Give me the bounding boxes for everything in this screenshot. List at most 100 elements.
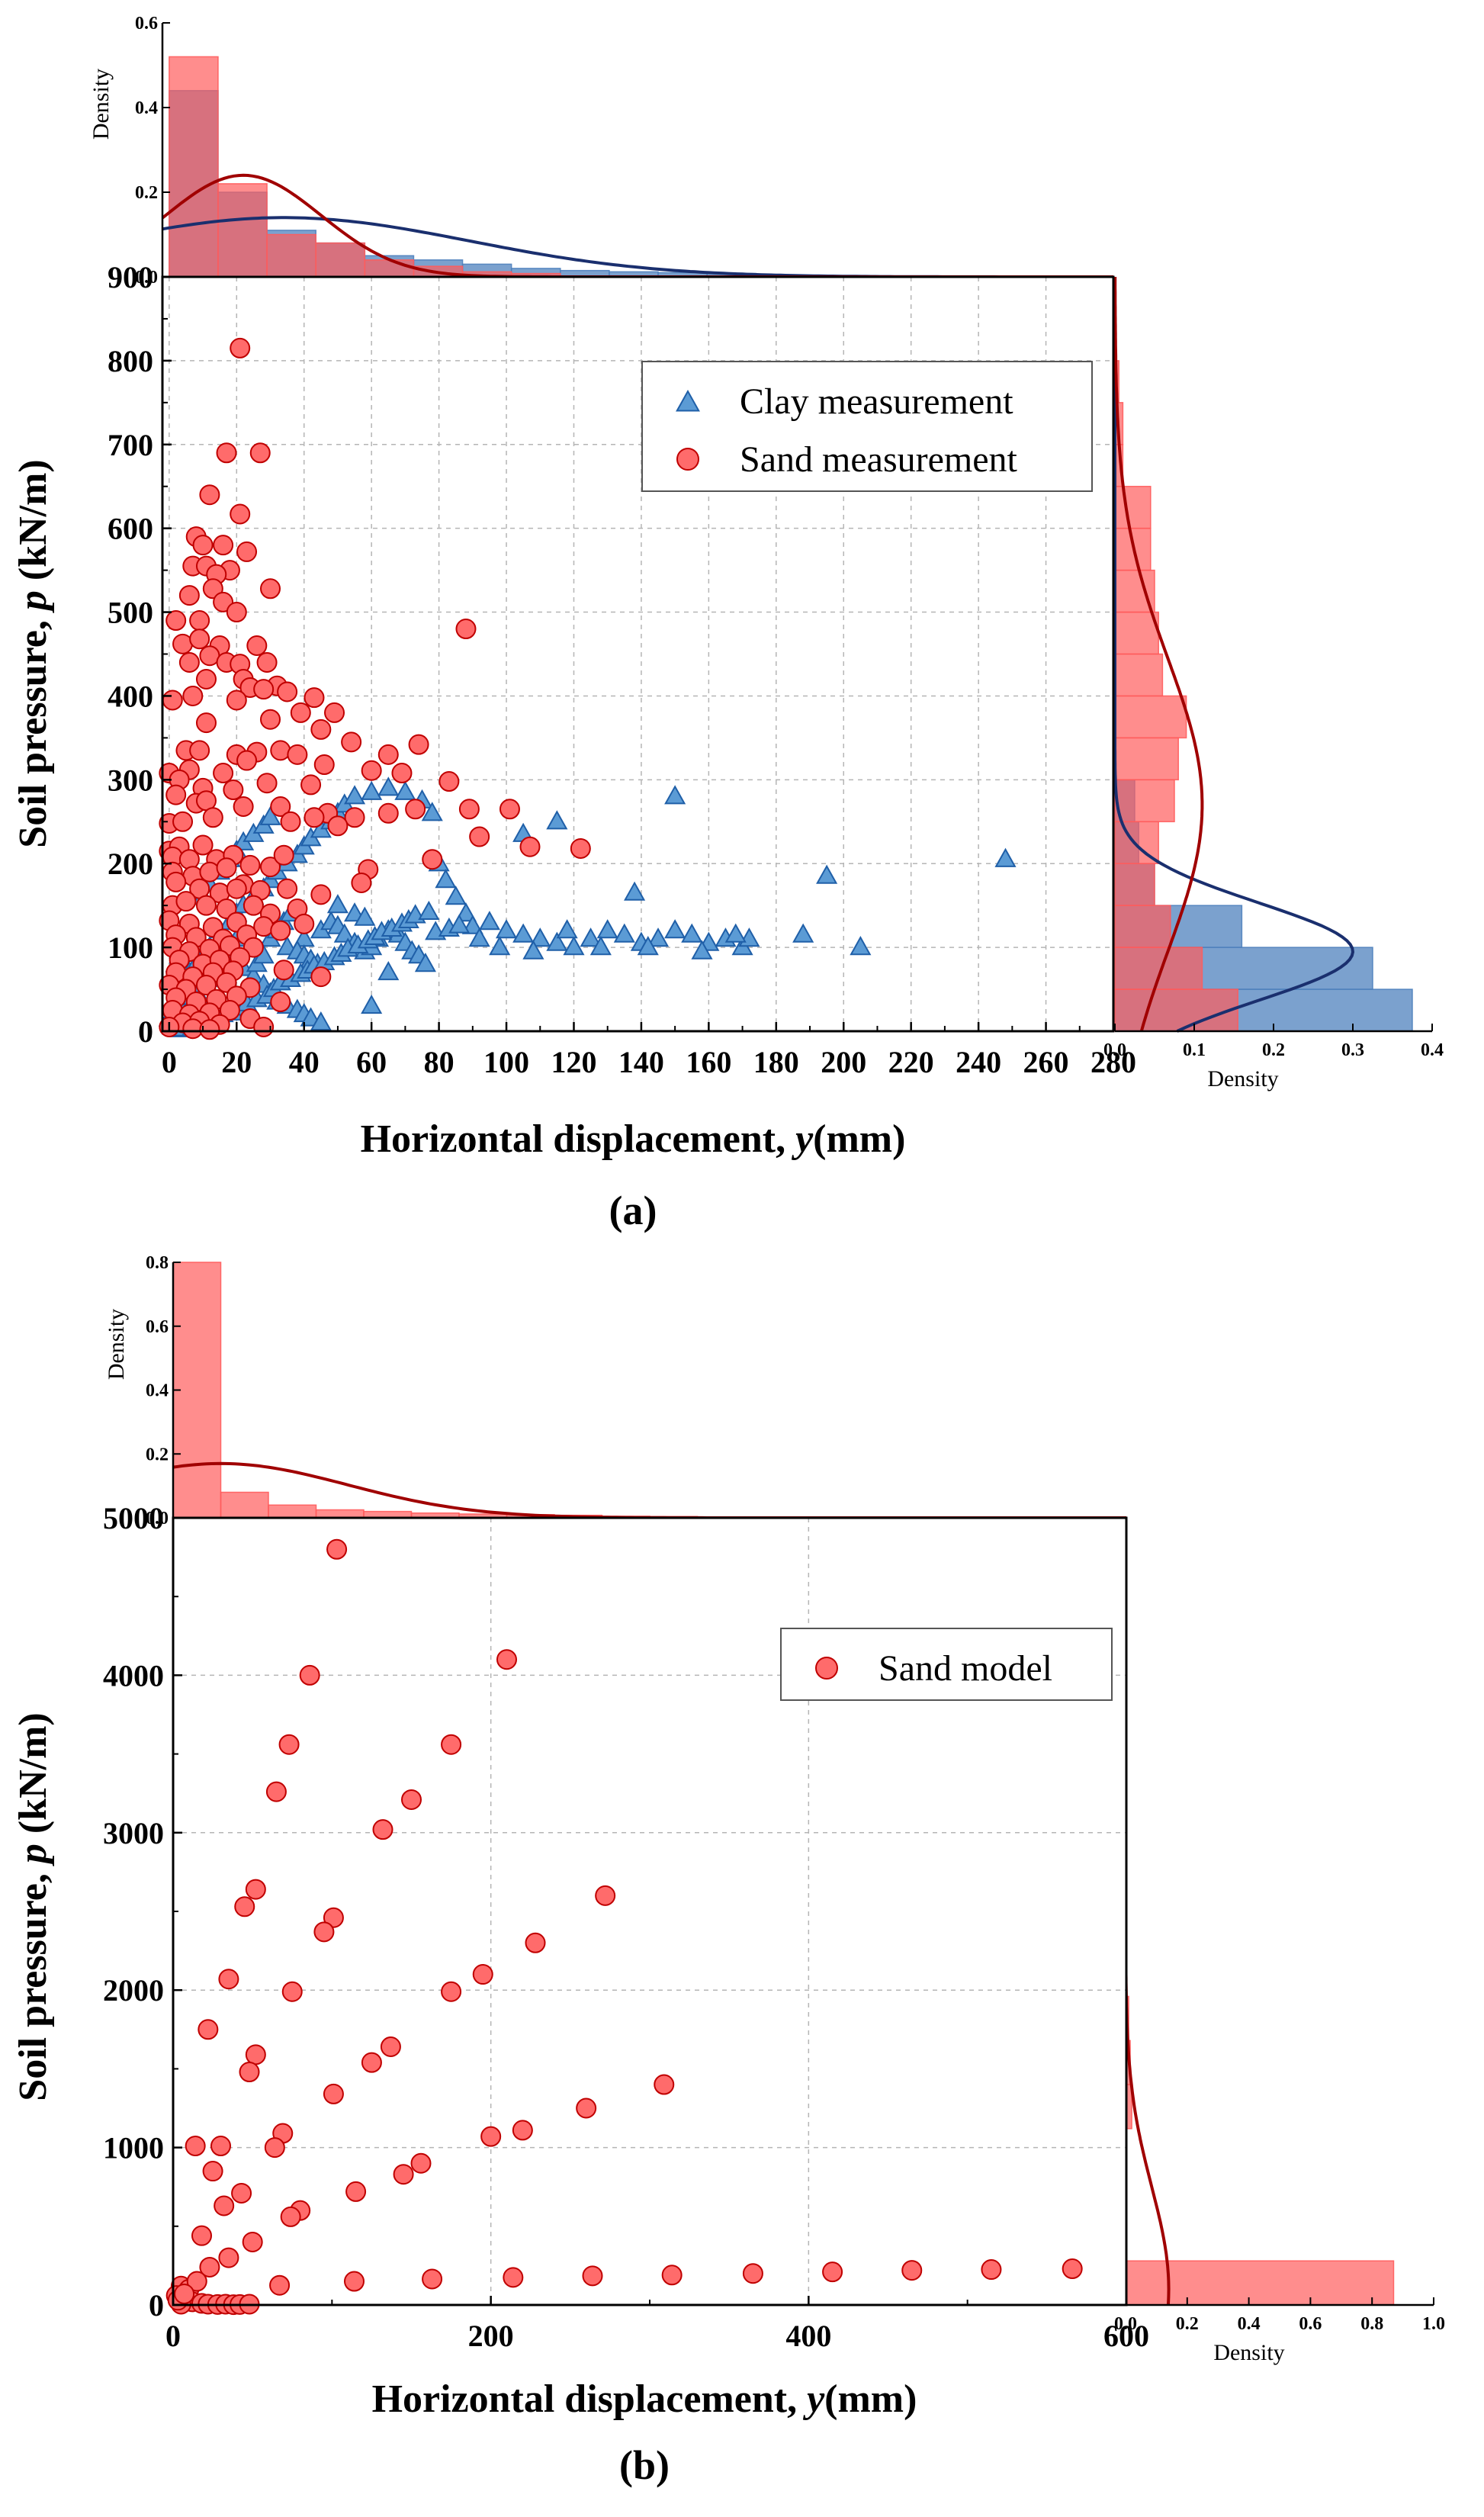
sand-point [570,837,591,859]
clay-point [850,936,872,956]
sand-point [499,799,520,820]
sand-point [172,811,194,832]
x-tick-label: 400 [785,2319,831,2353]
y-tick-label: 300 [108,763,153,797]
top-hist-bar-sand [315,1509,365,1519]
clay-point [478,911,500,931]
top-hist-bar-sand [169,56,219,278]
top-hist-tick-label: 0.0 [146,1509,169,1529]
clay-point [563,936,585,956]
sand-point [260,857,281,878]
y-tick-label: 900 [108,260,153,294]
right-hist-bar-sand [1114,863,1155,906]
sand-point [219,1000,240,1021]
sand-point [234,1896,255,1917]
sand-point [361,760,382,781]
clay-point [468,927,490,947]
clay-point [529,927,551,947]
sand-point [264,2137,285,2159]
right-hist-bar-sand [1114,988,1238,1032]
legend-marker-sand [815,1657,838,1680]
sand-point [323,2083,344,2104]
top-hist-tick-label: 0.4 [135,98,158,118]
sand-point [199,2256,220,2278]
clay-point [361,994,383,1014]
clay-point [333,923,355,943]
top-hist-tick-label: 0.6 [135,14,158,34]
top-hist-bar-sand [364,259,415,278]
top-hist-ylabel: Density [104,1309,129,1380]
panel-label: (a) [609,1188,657,1233]
sand-point [280,811,301,832]
clay-point [546,810,568,830]
sand-point [270,992,291,1013]
clay-point [361,780,383,800]
right-hist-tick-label: 1.0 [1422,2314,1445,2334]
right-hist-bar-sand [1114,779,1175,823]
legend: Sand model [780,1628,1113,1701]
sand-point [192,834,214,856]
x-tick-label: 0 [165,2319,181,2353]
right-hist-xlabel: Density [1213,2340,1284,2365]
sand-point [195,668,217,690]
sand-point [595,1885,616,1906]
sand-point [226,878,247,899]
top-hist-bar-sand [220,1491,269,1519]
x-tick-label: 220 [888,1045,934,1079]
sand-point [245,2044,266,2065]
clay-point [435,869,457,889]
clay-point [546,931,568,951]
sand-point [344,2271,365,2292]
y-tick-label: 600 [108,512,153,546]
sand-point [742,2263,763,2284]
y-tick-label: 800 [108,344,153,378]
sand-point [178,585,200,606]
right-hist-tick-label: 0.4 [1238,2314,1261,2334]
x-tick-label: 160 [686,1045,731,1079]
sand-point [901,2260,923,2281]
top-hist-tick-label: 0.0 [135,268,158,288]
right-hist-xlabel: Density [1207,1066,1278,1091]
sand-point [391,763,413,784]
x-tick-label: 240 [956,1045,1001,1079]
sand-point [393,2164,414,2185]
y-tick-label: 1000 [103,2131,164,2165]
clay-point [613,923,635,943]
sand-point [245,1879,266,1900]
sand-point [178,849,200,870]
clay-point [664,785,686,805]
sand-point [199,861,220,882]
clay-point [647,927,670,947]
sand-point [576,2098,597,2119]
sand-point [480,2126,502,2147]
right-hist-bar-sand [1114,485,1152,529]
x-tick-label: 200 [821,1045,866,1079]
x-tick-label: 100 [483,1045,529,1079]
top-hist-tick-label: 0.8 [146,1253,169,1273]
y-tick-label: 100 [108,931,153,965]
sand-point [236,750,258,771]
sand-point [213,535,234,556]
legend-label: Sand measurement [740,439,1018,480]
sand-point [290,702,311,723]
sand-point [175,891,197,912]
legend-marker-sand [676,448,699,471]
right-hist-tick-label: 0.1 [1183,1040,1206,1060]
y-tick-label: 0 [138,1014,153,1049]
sand-point [230,503,251,525]
sand-point [277,878,298,899]
clay-point [326,894,349,914]
right-hist-tick-label: 0.2 [1176,2314,1199,2334]
sand-point [299,1664,320,1686]
sand-point [195,712,217,734]
top-hist-tick-label: 0.2 [135,183,158,203]
y-axis-label: Soil pressure, p (kN/m) [11,1712,55,2101]
sand-series [165,1538,1083,2316]
clay-point [580,927,602,947]
sand-point [226,602,247,623]
clay-point [792,923,814,943]
clay-point [589,936,612,956]
x-tick-label: 180 [753,1045,799,1079]
sand-point [455,619,477,640]
sand-point [198,2019,219,2040]
